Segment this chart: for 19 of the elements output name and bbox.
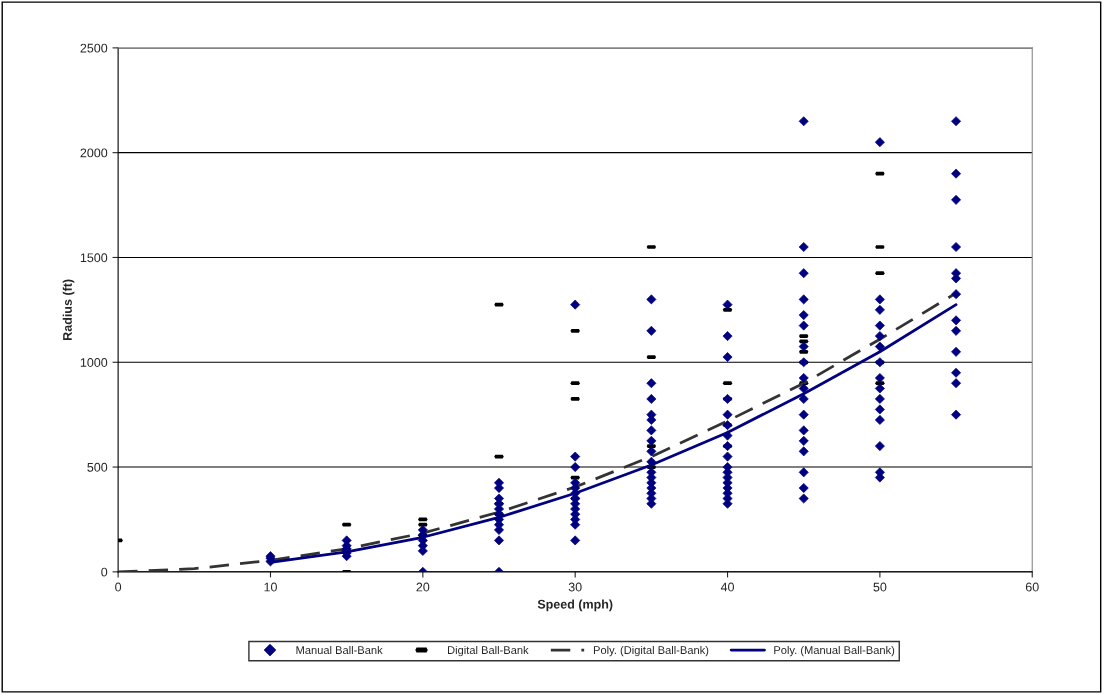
x-tick-label: 50 <box>873 582 887 592</box>
x-axis-title: Speed (mph) <box>537 599 613 612</box>
x-tick-label: 30 <box>568 582 582 592</box>
y-tick-label: 2000 <box>80 148 108 158</box>
y-tick-label: 500 <box>87 462 108 472</box>
y-axis-title: Radius (ft) <box>62 279 75 340</box>
legend-label: Poly. (Manual Ball-Bank) <box>774 645 895 657</box>
legend-label: Digital Ball-Bank <box>448 645 529 657</box>
x-tick-label: 60 <box>1025 582 1039 592</box>
y-tick-label: 0 <box>101 567 108 577</box>
legend-label: Manual Ball-Bank <box>296 645 383 655</box>
y-tick-label: 1000 <box>80 358 108 367</box>
x-tick-label: 20 <box>416 582 430 592</box>
y-tick-label: 1500 <box>80 253 108 263</box>
x-tick-label: 0 <box>115 582 122 592</box>
x-tick-label: 10 <box>264 582 277 592</box>
x-tick-label: 40 <box>720 582 734 592</box>
y-tick-label: 2500 <box>80 43 108 53</box>
legend-label: Poly. (Digital Ball-Bank) <box>593 645 709 657</box>
